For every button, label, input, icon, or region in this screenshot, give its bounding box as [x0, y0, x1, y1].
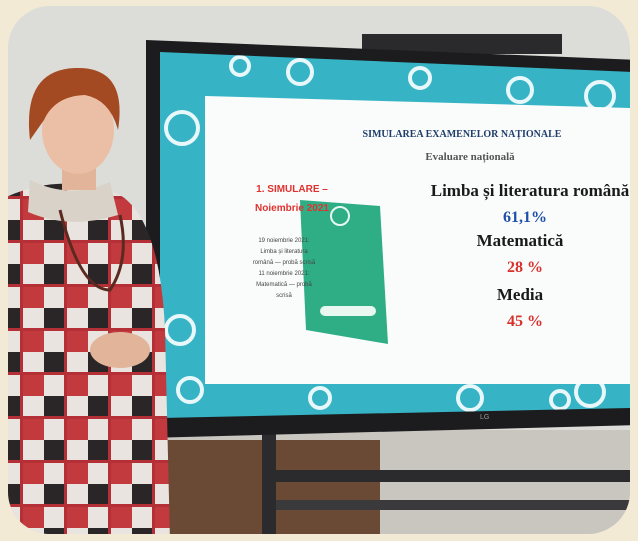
- tv-brand: LG: [480, 414, 489, 421]
- book-graphic: [300, 200, 388, 344]
- heading-line: 1. SIMULARE –: [256, 184, 328, 195]
- book-label: [320, 306, 376, 316]
- slide-title: SIMULAREA EXAMENELOR NAȚIONALE: [363, 129, 562, 140]
- dress: [0, 184, 170, 541]
- schedule-line: 11 noiembrie 2021:: [259, 271, 310, 277]
- score: 61,1%: [503, 209, 547, 226]
- hands: [90, 332, 150, 368]
- subject: Limba și literatura română: [431, 181, 630, 201]
- photo: LG SIMULAREA EXAMENELOR NAȚIONALE Evalua…: [0, 0, 638, 541]
- slide-subtitle: Evaluare națională: [425, 151, 515, 163]
- schedule-line: scrisă: [276, 293, 292, 299]
- schedule-line: română — probă scrisă: [253, 260, 316, 266]
- page: { "slide": { "title": "SIMULAREA EXAMENE…: [0, 0, 638, 541]
- screen: SIMULAREA EXAMENELOR NAȚIONALE Evaluare …: [155, 45, 638, 425]
- stand-bar: [276, 500, 638, 510]
- schedule-line: Matematică — probă: [256, 282, 312, 288]
- subject: Media: [497, 285, 544, 304]
- heading-line: Noiembrie 2021: [255, 203, 329, 214]
- score: 28 %: [507, 259, 543, 276]
- schedule-line: 19 noiembrie 2021:: [258, 238, 310, 244]
- scene: LG SIMULAREA EXAMENELOR NAȚIONALE Evalua…: [0, 0, 638, 541]
- schedule-line: Limba și literatura: [260, 249, 308, 255]
- stand-leg: [262, 420, 276, 541]
- score: 45 %: [507, 313, 543, 330]
- subject: Matematică: [477, 231, 564, 250]
- stand-bar: [276, 470, 638, 482]
